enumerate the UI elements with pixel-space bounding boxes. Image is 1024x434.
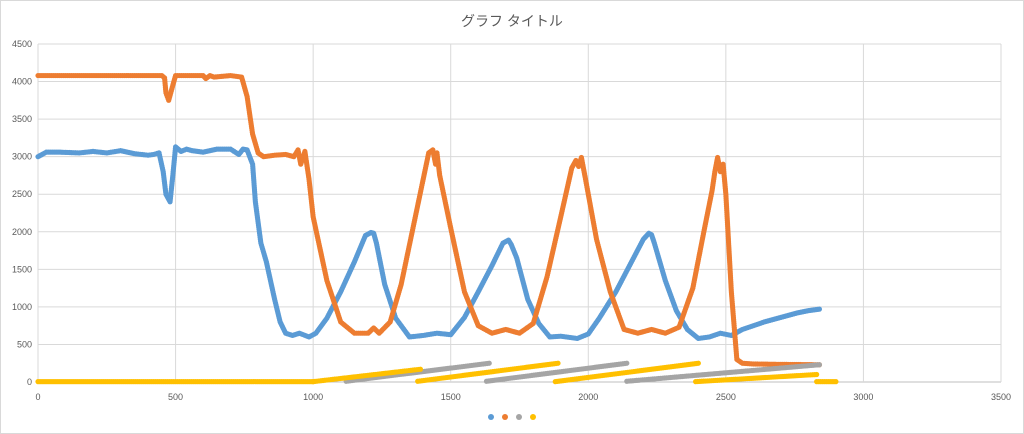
y-tick-label: 2000 [12,227,32,237]
y-tick-label: 1500 [12,264,32,274]
series-4-point [695,360,701,366]
y-tick-label: 4500 [12,39,32,49]
x-tick-label: 1500 [441,392,461,402]
y-tick-label: 3500 [12,114,32,124]
x-tick-label: 0 [35,392,40,402]
legend-marker-series-2 [502,414,508,420]
legend-marker-series-1 [488,414,494,420]
x-tick-label: 2000 [578,392,598,402]
series-3-point [486,360,492,366]
legend-marker-series-3 [516,414,522,420]
x-tick-label: 2500 [716,392,736,402]
x-tick-label: 1000 [303,392,323,402]
series-4-point [555,360,561,366]
series-4-point [833,379,839,385]
series-1-point [816,306,823,312]
series-3-point [816,362,823,368]
y-tick-label: 2500 [12,189,32,199]
legend [1,407,1023,425]
x-tick-label: 3500 [991,392,1011,402]
series-4-point [814,371,820,378]
series-3-point [624,360,630,366]
chart-title: グラフ タイトル [461,13,563,29]
legend-marker-series-4 [530,414,536,420]
y-tick-label: 3000 [12,152,32,162]
series-4-point [417,366,424,372]
y-tick-label: 500 [17,339,32,349]
y-tick-label: 4000 [12,77,32,87]
y-tick-label: 1000 [12,302,32,312]
x-tick-label: 500 [168,392,183,402]
x-tick-label: 3000 [853,392,873,402]
y-tick-label: 0 [27,377,32,387]
